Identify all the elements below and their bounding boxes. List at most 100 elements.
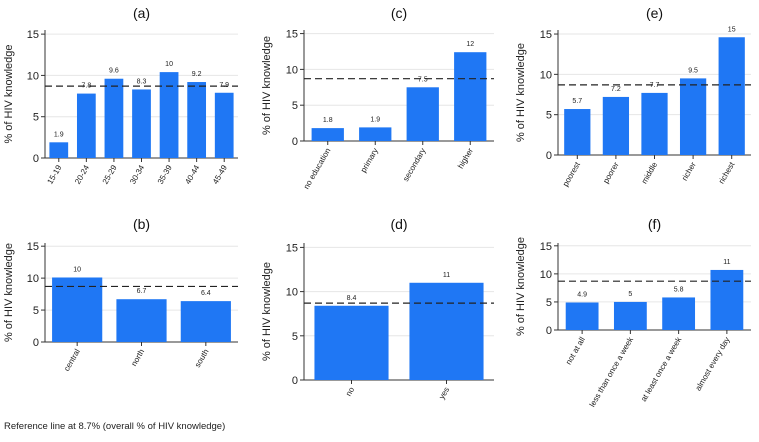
data-label-a-6: 7.9 [219, 82, 229, 89]
data-label-e-3: 9.5 [688, 67, 698, 74]
y-tick-label-c: 0 [292, 136, 298, 148]
bar-e-2 [641, 92, 668, 155]
x-tick-label-f-1: less than once a week [588, 335, 636, 409]
panel-a: 0 5 10 15 % of HIV knowledge (a) 1.9 15-19 7.8 20… [3, 5, 238, 186]
y-tick-label-d: 5 [292, 331, 298, 343]
chart-title-a: (a) [133, 5, 150, 21]
y-tick-label-a: 10 [27, 70, 39, 82]
y-tick-label-e: 0 [546, 150, 552, 162]
y-tick-label-f: 15 [540, 241, 552, 253]
x-tick-label-c-3: higher [456, 146, 475, 170]
data-label-a-5: 9.2 [192, 71, 202, 78]
data-label-c-0: 1.8 [323, 117, 333, 124]
bar-e-4 [718, 37, 745, 155]
x-tick-label-f-0: not at all [564, 335, 587, 366]
y-tick-label-b: 10 [27, 273, 39, 285]
bar-a-4 [159, 72, 179, 158]
data-label-f-0: 4.9 [577, 291, 587, 298]
bar-f-0 [565, 302, 599, 330]
bar-a-6 [214, 92, 234, 158]
data-label-d-1: 11 [443, 272, 450, 279]
y-tick-label-a: 15 [27, 29, 39, 41]
x-tick-label-c-0: no education [302, 147, 333, 191]
panel-d: 0 5 10 15 % of HIV knowledge (d) 8.4 no 11 yes [261, 216, 494, 401]
x-tick-label-a-1: 20-24 [73, 163, 91, 186]
y-tick-label-e: 5 [546, 110, 552, 122]
bar-f-3 [710, 269, 744, 330]
x-tick-label-f-2: at least once a week [639, 335, 684, 404]
data-label-e-0: 5.7 [572, 98, 582, 105]
bar-c-1 [359, 127, 392, 141]
chart-title-c: (c) [391, 5, 407, 21]
y-tick-label-a: 0 [33, 153, 39, 165]
bar-a-1 [76, 93, 96, 158]
x-tick-label-c-2: secondary [401, 147, 427, 183]
panel-f: 0 5 10 15 % of HIV knowledge (f) 4.9 not at all… [515, 216, 751, 409]
data-label-a-0: 1.9 [54, 131, 64, 138]
data-label-f-3: 11 [723, 259, 730, 266]
bar-a-3 [132, 89, 151, 158]
data-label-a-4: 10 [165, 61, 173, 68]
data-label-b-1: 6.7 [137, 288, 147, 295]
x-tick-label-a-6: 45-49 [211, 163, 229, 186]
y-axis-label-e: % of HIV knowledge [515, 43, 527, 142]
x-tick-label-a-4: 35-39 [156, 163, 174, 186]
data-label-a-3: 8.3 [137, 78, 147, 85]
y-tick-label-f: 5 [546, 297, 552, 309]
x-tick-label-a-0: 15-19 [45, 163, 63, 186]
x-tick-label-a-2: 25-29 [101, 163, 119, 186]
x-tick-label-d-1: yes [437, 386, 451, 401]
data-label-b-0: 10 [73, 266, 81, 273]
bar-d-0 [314, 305, 389, 380]
data-label-f-2: 5.8 [674, 286, 684, 293]
bar-d-1 [409, 282, 484, 380]
data-label-d-0: 8.4 [347, 295, 357, 302]
x-tick-label-f-3: almost every day [694, 336, 732, 393]
y-tick-label-d: 10 [286, 287, 298, 299]
y-axis-label-a: % of HIV knowledge [3, 44, 15, 143]
bar-c-3 [454, 52, 487, 142]
footnote: Reference line at 8.7% (overall % of HIV… [4, 421, 226, 432]
chart-title-f: (f) [648, 216, 661, 232]
y-tick-label-d: 15 [286, 242, 298, 254]
y-tick-label-e: 15 [540, 29, 552, 41]
data-label-c-3: 12 [466, 41, 474, 48]
bar-b-1 [116, 299, 167, 342]
data-label-c-1: 1.9 [370, 116, 380, 123]
x-tick-label-e-3: richer [680, 160, 698, 182]
data-label-e-1: 7.2 [611, 86, 621, 93]
data-label-f-1: 5 [628, 291, 632, 298]
x-tick-label-b-1: north [129, 348, 146, 368]
bar-b-2 [180, 301, 231, 342]
data-label-e-2: 7.7 [650, 82, 660, 89]
y-tick-label-c: 15 [286, 29, 298, 41]
bar-a-2 [104, 78, 124, 158]
x-tick-label-e-0: poorest [561, 160, 583, 188]
y-tick-label-b: 0 [33, 337, 39, 349]
x-tick-label-a-5: 40-44 [183, 163, 201, 186]
y-axis-label-b: % of HIV knowledge [3, 243, 15, 342]
bar-c-0 [311, 128, 344, 141]
data-label-c-2: 7.5 [418, 76, 428, 83]
data-label-e-4: 15 [728, 26, 736, 33]
y-tick-label-c: 10 [286, 64, 298, 76]
chart-title-b: (b) [133, 216, 150, 232]
chart-title-d: (d) [390, 216, 407, 232]
y-axis-label-d: % of HIV knowledge [261, 262, 273, 361]
data-label-b-2: 6.4 [201, 290, 211, 297]
bar-e-0 [564, 109, 591, 155]
x-tick-label-d-0: no [344, 385, 357, 398]
x-tick-label-b-2: south [193, 348, 211, 369]
data-label-a-1: 7.8 [81, 83, 91, 90]
y-tick-label-f: 0 [546, 325, 552, 337]
bar-f-1 [613, 301, 647, 330]
x-tick-label-c-1: primary [359, 147, 380, 175]
panel-e: 0 5 10 15 % of HIV knowledge (e) 5.7 poorest 7.2… [515, 5, 751, 188]
bar-c-2 [406, 87, 439, 141]
bar-f-2 [662, 297, 696, 330]
bar-e-3 [679, 78, 707, 155]
bar-a-0 [49, 142, 69, 158]
y-tick-label-d: 0 [292, 375, 298, 387]
y-tick-label-c: 5 [292, 100, 298, 112]
